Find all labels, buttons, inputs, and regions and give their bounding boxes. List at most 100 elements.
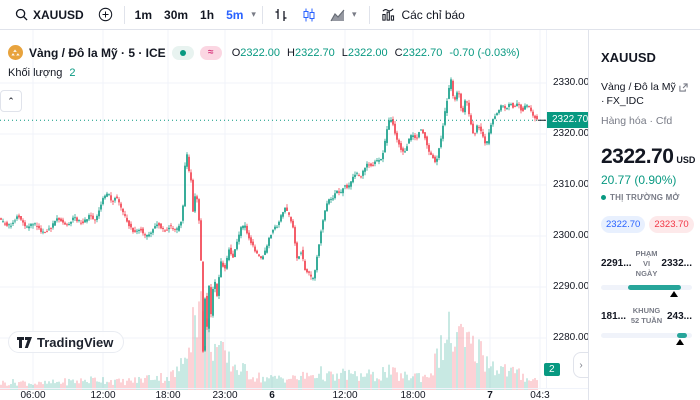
sidebar-exchange: FX_IDC <box>606 95 644 107</box>
time-tick-label: 12:00 <box>90 390 116 400</box>
collapse-legend-button[interactable]: ⌃ <box>0 90 22 112</box>
bars-style-button[interactable] <box>267 3 295 27</box>
week52-range-row: 181... KHUNG 52 TUẦN 243... <box>601 306 692 326</box>
chevron-right-icon: › <box>579 359 583 371</box>
chart-region: Vàng / Đô la Mỹ · 5 · ICE ≈ O2322.00 H23… <box>0 30 590 400</box>
open-value: 2322.00 <box>240 46 281 59</box>
sidebar-symbol-name: Vàng / Đô la Mỹ <box>601 81 676 93</box>
time-tick-label: 12:00 <box>332 390 358 400</box>
external-link-icon[interactable] <box>679 82 688 92</box>
volume-study-label[interactable]: Khối lượng <box>8 67 63 79</box>
bid-price-pill[interactable]: 2322.70 <box>601 216 646 233</box>
sidebar-currency: USD <box>676 155 696 165</box>
day-range-low: 2291... <box>601 258 632 270</box>
collapse-sidebar-handle[interactable]: › <box>573 352 588 378</box>
price-tick-label: 2290.00 <box>553 281 590 292</box>
price-tick-label: 2310.00 <box>553 179 590 190</box>
sidebar-price: 2322.70 <box>601 145 674 168</box>
week52-range-label: KHUNG 52 TUẦN <box>630 306 663 325</box>
time-tick-label: 04:3 <box>530 390 550 400</box>
exchange-separator: · <box>601 95 605 107</box>
candles-style-button[interactable] <box>295 3 323 27</box>
legend-symbol-title[interactable]: Vàng / Đô la Mỹ · 5 · ICE <box>29 45 166 60</box>
tradingview-logo-icon <box>17 336 32 348</box>
day-range-row: 2291... PHẠM VI NGÀY 2332... <box>601 249 692 278</box>
bid-ask-row: 2322.70 2323.70 <box>601 216 694 233</box>
chevron-up-icon: ⌃ <box>7 95 15 106</box>
area-style-icon <box>330 9 345 21</box>
area-style-button[interactable]: ▾ <box>323 3 366 27</box>
market-open-dot-icon <box>179 49 186 56</box>
timeframe-group: 1m 30m 1h 5m <box>129 3 250 27</box>
current-price-label: 2322.70 <box>547 112 589 129</box>
week52-range-bar <box>601 332 692 345</box>
style-chevron-down-icon: ▾ <box>351 9 357 19</box>
sidebar-instrument-type: Hàng hóa · Cfd <box>601 115 673 127</box>
time-tick-label: 7 <box>487 390 493 400</box>
day-range-marker-icon <box>669 291 678 298</box>
toolbar-separator <box>123 5 125 24</box>
indicators-button[interactable]: Các chỉ báo <box>374 3 471 27</box>
time-axis[interactable]: 06:00 12:00 18:00 23:00 6 12:00 18:00 7 04:3 <box>0 388 588 400</box>
market-status-text: THỊ TRƯỜNG MỞ <box>610 193 680 202</box>
sidebar-symbol-name-row: Vàng / Đô la Mỹ · FX_IDC <box>601 81 692 107</box>
indicators-icon <box>382 8 395 21</box>
timeframe-5m[interactable]: 5m <box>226 7 244 22</box>
day-range-bar <box>601 285 692 298</box>
week52-range-marker-icon <box>676 338 685 345</box>
ohlc-readout: O2322.00 H2322.70 L2322.00 C2322.70 -0.7… <box>231 46 520 59</box>
day-range-high: 2332... <box>661 258 692 270</box>
close-value: 2322.70 <box>402 46 443 59</box>
sidebar-symbol-title[interactable]: XAUUSD <box>601 50 656 65</box>
timeframe-chevron-down-icon[interactable]: ▾ <box>251 9 256 19</box>
timeframe-1m[interactable]: 1m <box>134 7 153 22</box>
symbol-search-button[interactable]: XAUUSD <box>8 3 91 27</box>
time-tick-label: 18:00 <box>400 390 426 400</box>
sidebar-change: 20.77 (0.90%) <box>601 173 677 187</box>
tradingview-logo-text: TradingView <box>37 334 114 350</box>
bars-style-icon <box>275 8 287 21</box>
time-tick-label: 23:00 <box>212 390 238 400</box>
approx-data-badge[interactable]: ≈ <box>199 45 222 60</box>
candles-style-icon <box>303 8 315 21</box>
indicators-label: Các chỉ báo <box>401 7 465 22</box>
ask-price-pill[interactable]: 2323.70 <box>649 216 694 233</box>
tradingview-logo[interactable]: TradingView <box>8 331 125 353</box>
price-tick-label: 2330.00 <box>553 77 590 88</box>
market-open-dot-icon <box>601 195 606 200</box>
gold-icon <box>8 45 23 60</box>
symbol-details-sidebar: XAUUSD Vàng / Đô la Mỹ · FX_IDC Hàng hóa… <box>588 30 700 400</box>
chart-legend: Vàng / Đô la Mỹ · 5 · ICE ≈ O2322.00 H23… <box>8 45 520 79</box>
week52-range-high: 243... <box>666 310 692 322</box>
price-tick-label: 2300.00 <box>553 230 590 241</box>
time-tick-label: 6 <box>269 390 275 400</box>
change-value: -0.70 (-0.03%) <box>449 46 520 59</box>
market-status-row: THỊ TRƯỜNG MỞ <box>601 193 692 202</box>
toolbar-symbol-label: XAUUSD <box>33 7 84 22</box>
high-value: 2322.70 <box>294 46 335 59</box>
search-icon <box>15 8 28 21</box>
low-value: 2322.00 <box>347 46 388 59</box>
volume-axis-badge: 2 <box>544 363 560 376</box>
plus-circle-icon <box>98 7 112 22</box>
price-tick-label: 2320.00 <box>553 128 590 139</box>
price-chart[interactable] <box>0 30 546 400</box>
timeframe-1h[interactable]: 1h <box>200 7 215 22</box>
toolbar-separator <box>261 5 263 24</box>
day-range-label: PHẠM VI NGÀY <box>635 249 658 278</box>
toolbar-separator <box>369 5 371 24</box>
add-symbol-button[interactable] <box>91 3 120 27</box>
time-tick-label: 18:00 <box>155 390 181 400</box>
day-range-fill <box>628 285 682 291</box>
timeframe-30m[interactable]: 30m <box>164 7 189 22</box>
week52-range-low: 181... <box>601 310 627 322</box>
price-axis[interactable]: 2330.00 2320.00 2310.00 2300.00 2290.00 2280.… <box>544 30 590 388</box>
price-tick-label: 2280.00 <box>553 332 590 343</box>
top-toolbar: XAUUSD 1m 30m 1h 5m ▾ <box>0 0 700 30</box>
sidebar-price-row: 2322.70 USD <box>601 145 696 169</box>
time-tick-label: 06:00 <box>20 390 46 400</box>
volume-study-value: 2 <box>69 67 76 79</box>
week52-range-fill <box>677 332 688 338</box>
market-status-badge[interactable] <box>171 45 194 60</box>
